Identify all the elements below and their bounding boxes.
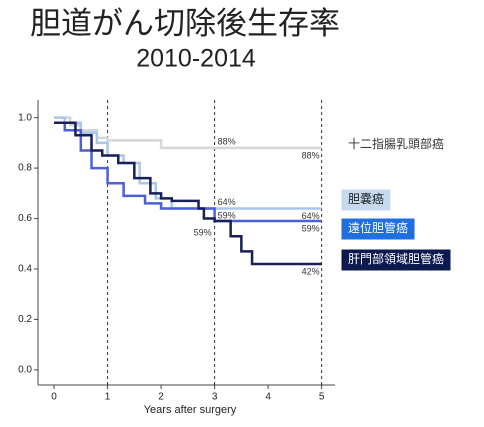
y-tick-label: 0.0: [18, 365, 32, 376]
legend-label: 肝門部領域胆管癌: [348, 251, 444, 266]
annotation: 88%: [302, 150, 320, 160]
y-tick-label: 0.4: [18, 264, 32, 275]
annotation: 88%: [218, 136, 236, 146]
legend-label: 遠位胆管癌: [348, 220, 408, 235]
survival-line: [54, 121, 322, 223]
y-tick-label: 0.6: [18, 213, 32, 224]
x-tick-label: 4: [265, 392, 271, 403]
chart-subtitle: 2010-2014: [136, 45, 256, 73]
x-tick-label: 2: [158, 392, 164, 403]
legend-box: [341, 249, 451, 271]
annotation: 59%: [194, 227, 212, 237]
legend-box: [341, 218, 415, 240]
legend-label: 胆嚢癌: [348, 191, 384, 206]
survival-line: [54, 121, 322, 266]
x-axis-label: Years after surgery: [144, 404, 237, 416]
annotation: 64%: [302, 211, 320, 221]
legend-box: [341, 189, 391, 211]
annotation: 42%: [302, 266, 320, 276]
legend-box: [342, 135, 451, 155]
chart-title: 胆道がん切除後生存率: [30, 6, 340, 41]
legend-label: 十二指腸乳頭部癌: [348, 136, 444, 151]
y-tick-label: 1.0: [18, 112, 32, 123]
x-tick-label: 0: [51, 392, 57, 403]
annotation: 64%: [218, 197, 236, 207]
x-tick-label: 1: [105, 392, 111, 403]
x-tick-label: 5: [319, 392, 325, 403]
x-tick-label: 3: [212, 392, 218, 403]
y-tick-label: 0.2: [18, 314, 32, 325]
y-tick-label: 0.8: [18, 163, 32, 174]
annotation: 59%: [302, 223, 320, 233]
annotation: 59%: [218, 210, 236, 220]
